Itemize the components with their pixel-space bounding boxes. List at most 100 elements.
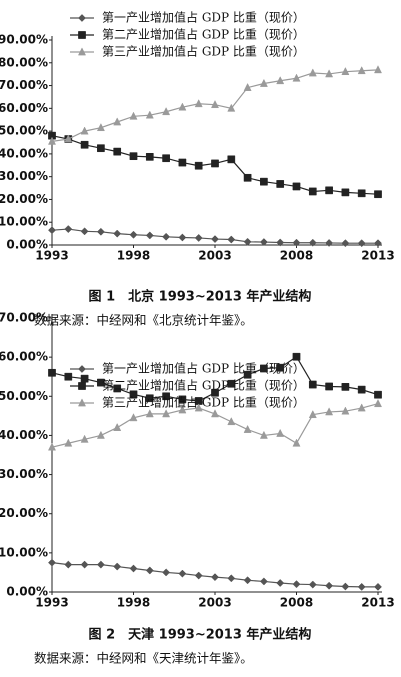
data-point — [243, 82, 252, 91]
data-point — [374, 239, 382, 248]
data-point — [292, 182, 301, 191]
data-point — [211, 159, 219, 168]
y-tick-label: 30.00% — [0, 169, 48, 183]
data-point — [341, 239, 350, 248]
data-point — [96, 227, 105, 236]
data-point — [308, 580, 317, 589]
figure-caption: 图 2 天津 1993~2013 年产业结构 — [89, 627, 312, 643]
data-point — [276, 579, 285, 587]
x-tick-label: 2003 — [198, 249, 231, 263]
data-point — [373, 399, 383, 408]
y-tick-label: 0.00% — [6, 585, 48, 599]
data-point — [80, 434, 89, 443]
data-point — [325, 581, 334, 590]
data-point — [374, 390, 382, 399]
data-point — [325, 238, 334, 247]
data-point — [341, 406, 350, 415]
data-point — [227, 379, 236, 388]
legend-label: 第一产业增加值占 GDP 比重（现价） — [102, 10, 305, 25]
data-point — [210, 409, 220, 418]
data-point — [47, 136, 57, 145]
data-point — [357, 66, 366, 75]
data-point — [64, 134, 73, 143]
data-point — [80, 140, 89, 149]
data-point — [145, 153, 154, 161]
data-point — [211, 573, 219, 582]
data-point — [113, 229, 122, 238]
data-point — [162, 154, 170, 163]
data-point — [64, 225, 73, 234]
x-tick-label: 1993 — [35, 249, 68, 263]
data-point — [48, 558, 56, 567]
y-tick-label: 80.00% — [0, 55, 48, 69]
x-tick-label: 1998 — [117, 596, 150, 610]
data-point — [48, 131, 56, 140]
y-tick-label: 50.00% — [0, 389, 48, 403]
data-point — [374, 582, 382, 591]
data-point — [145, 231, 154, 240]
legend-label: 第三产业增加值占 GDP 比重（现价） — [102, 44, 305, 59]
data-point — [113, 422, 122, 431]
data-point — [194, 99, 203, 108]
data-point — [162, 409, 171, 418]
data-point — [194, 161, 203, 170]
data-point — [113, 147, 122, 156]
data-point — [227, 103, 236, 112]
x-tick-label: 2008 — [280, 596, 313, 610]
data-point — [341, 582, 350, 591]
y-tick-label: 90.00% — [0, 33, 48, 47]
data-point — [357, 189, 366, 198]
y-tick-label: 60.00% — [0, 101, 48, 115]
legend-marker — [78, 14, 86, 22]
y-tick-label: 20.00% — [0, 192, 48, 206]
data-point — [113, 117, 122, 126]
y-tick-label: 20.00% — [0, 506, 48, 520]
data-point — [308, 238, 317, 247]
data-point — [211, 235, 219, 244]
data-point — [341, 188, 350, 197]
data-point — [259, 78, 268, 87]
x-tick-label: 2013 — [361, 596, 394, 610]
data-point — [292, 352, 301, 361]
data-point — [162, 392, 170, 401]
legend-marker — [78, 382, 86, 390]
y-tick-label: 40.00% — [0, 428, 48, 442]
y-tick-label: 40.00% — [0, 146, 48, 160]
x-tick-label: 2003 — [198, 596, 231, 610]
data-point — [243, 370, 252, 379]
data-point — [178, 158, 187, 167]
data-point — [325, 186, 333, 195]
data-point — [211, 388, 219, 397]
data-point — [292, 438, 301, 447]
x-tick-label: 1998 — [117, 249, 150, 263]
data-point — [308, 380, 317, 389]
data-point — [276, 180, 285, 188]
data-point — [64, 560, 73, 569]
data-point — [145, 409, 154, 418]
y-tick-label: 60.00% — [0, 350, 48, 364]
data-point — [96, 560, 105, 569]
data-point — [194, 397, 203, 405]
legend-label: 第二产业增加值占 GDP 比重（现价） — [102, 27, 305, 42]
data-point — [48, 368, 56, 377]
data-point — [96, 430, 105, 439]
data-point — [259, 430, 268, 439]
data-point — [259, 577, 268, 586]
data-point — [227, 574, 236, 583]
legend-marker — [78, 365, 86, 373]
y-tick-label: 70.00% — [0, 78, 48, 92]
data-point — [243, 173, 252, 182]
data-point — [243, 576, 252, 585]
y-tick-label: 70.00% — [0, 311, 48, 325]
data-point — [113, 562, 122, 571]
data-point — [162, 232, 171, 241]
y-tick-label: 10.00% — [0, 545, 48, 559]
y-tick-label: 10.00% — [0, 215, 48, 229]
legend-label: 第三产业增加值占 GDP 比重（现价） — [102, 395, 305, 410]
data-point — [276, 428, 285, 437]
data-point — [227, 417, 236, 426]
data-point — [129, 111, 138, 120]
y-tick-label: 50.00% — [0, 124, 48, 138]
data-point — [178, 102, 187, 111]
